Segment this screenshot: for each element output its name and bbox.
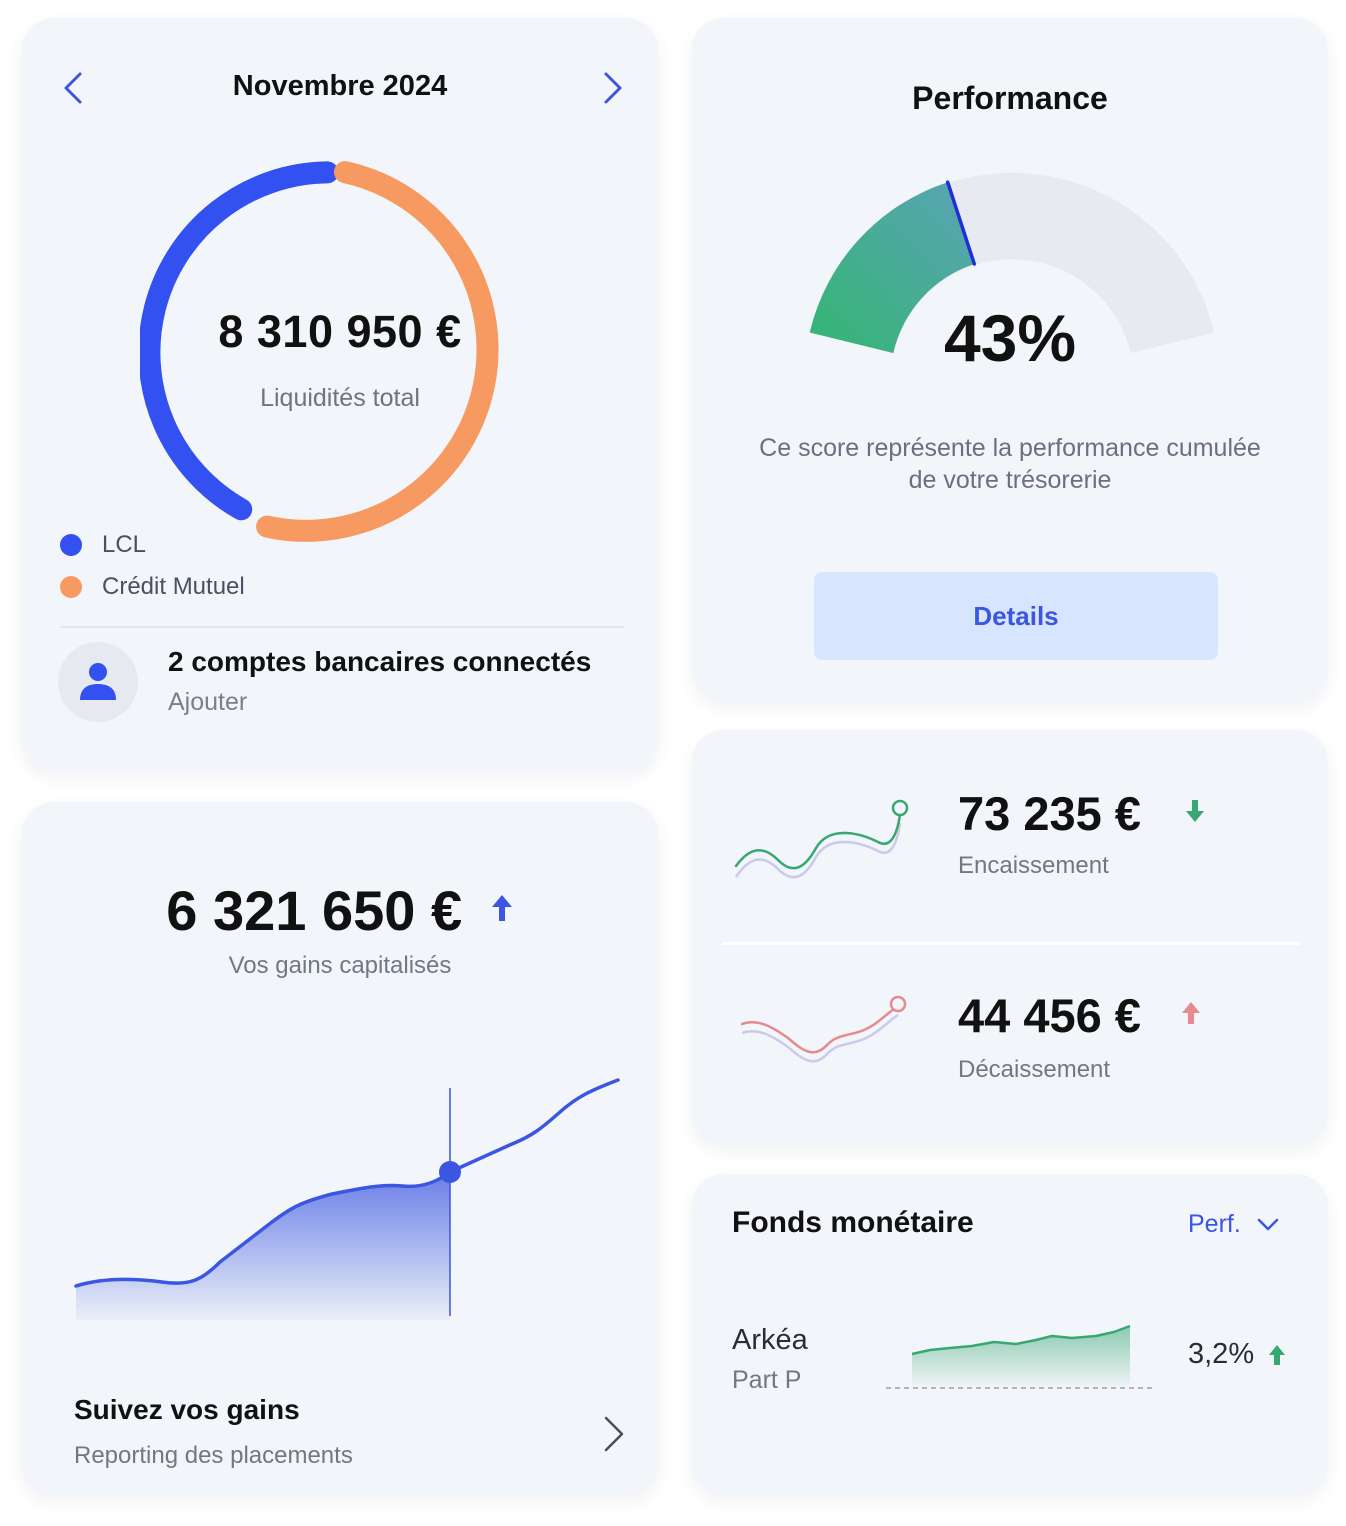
- fund-performance-value: 3,2%: [1188, 1338, 1255, 1370]
- encaissement-amount: 73 235 €: [958, 787, 1141, 840]
- gains-amount-row: 6 321 650 €: [22, 878, 658, 943]
- footer-title: Suivez vos gains: [74, 1394, 300, 1425]
- legend-label: Crédit Mutuel: [102, 573, 245, 600]
- divider: [60, 626, 624, 628]
- previous-month-button[interactable]: [54, 68, 94, 108]
- fund-sparkline: [886, 1324, 1154, 1389]
- gains-amount: 6 321 650 €: [166, 879, 463, 942]
- legend-item-lcl: LCL: [60, 530, 146, 560]
- footer-subtitle: Reporting des placements: [74, 1442, 353, 1469]
- encaissement-label: Encaissement: [958, 852, 1109, 879]
- performance-title: Performance: [912, 80, 1108, 116]
- perf-filter-dropdown[interactable]: Perf.: [1188, 1210, 1279, 1239]
- performance-gauge: [809, 172, 1215, 354]
- performance-card: Performance 43% Ce score représente la p…: [692, 18, 1328, 702]
- gains-line: [74, 1078, 620, 1288]
- month-title: Novembre 2024: [232, 70, 448, 102]
- gauge-needle: [945, 180, 977, 266]
- arrow-up-icon: [1182, 1002, 1200, 1024]
- next-month-button[interactable]: [592, 68, 632, 108]
- cash-flows-card: 73 235 € Encaissement 44 456 € Décaissem…: [692, 730, 1328, 1146]
- liquidity-donut-chart: [140, 161, 499, 542]
- gains-chart: [74, 1078, 620, 1320]
- legend-dot-lcl: [60, 534, 82, 556]
- fund-performance: 3,2%: [1188, 1338, 1286, 1371]
- chevron-down-icon: [1257, 1218, 1279, 1230]
- chevron-right-icon: [604, 72, 622, 104]
- user-icon: [80, 663, 116, 700]
- fund-name: Arkéa: [732, 1324, 808, 1356]
- total-liquidity-label: Liquidités total: [260, 384, 420, 412]
- donut-segment-lcl: [140, 161, 339, 521]
- decaissement-label: Décaissement: [958, 1056, 1111, 1083]
- liquidity-card: Novembre 2024 8 310 950 € Liquidités tot…: [22, 18, 658, 772]
- total-liquidity-amount: 8 310 950 €: [218, 306, 462, 357]
- avatar: [58, 642, 138, 722]
- gains-subtitle: Vos gains capitalisés: [228, 952, 452, 979]
- fonds-card: Fonds monétaire Perf. Arkéa Part P 3,2%: [692, 1174, 1328, 1496]
- details-button[interactable]: Details: [814, 572, 1218, 660]
- gains-card: 6 321 650 € Vos gains capitalisés Suivez…: [22, 802, 658, 1496]
- decaissement-amount: 44 456 €: [958, 989, 1141, 1042]
- arrow-down-icon: [1186, 800, 1204, 822]
- divider: [722, 942, 1300, 945]
- gauge-fill: [809, 182, 975, 354]
- fund-share-class: Part P: [732, 1366, 802, 1394]
- encaissement-sparkline: [734, 799, 909, 879]
- legend-dot-credit-mutuel: [60, 576, 82, 598]
- gains-cursor-point: [439, 1161, 461, 1183]
- performance-score: 43%: [943, 301, 1077, 375]
- legend-item-credit-mutuel: Crédit Mutuel: [60, 572, 245, 602]
- fonds-title: Fonds monétaire: [732, 1206, 974, 1239]
- performance-description: Ce score représente la performance cumul…: [759, 434, 1261, 494]
- perf-filter-label: Perf.: [1188, 1210, 1241, 1238]
- arrow-up-icon: [491, 895, 512, 922]
- donut-segment-credit-mutuel: [256, 161, 499, 542]
- gains-area: [76, 1172, 450, 1320]
- connected-accounts-title: 2 comptes bancaires connectés: [168, 646, 592, 677]
- arrow-up-icon: [1269, 1344, 1286, 1365]
- chevron-left-icon: [64, 72, 82, 104]
- add-account-link[interactable]: Ajouter: [168, 688, 248, 716]
- chevron-right-icon[interactable]: [594, 1412, 634, 1456]
- legend-label: LCL: [102, 531, 147, 558]
- decaissement-sparkline: [740, 995, 907, 1063]
